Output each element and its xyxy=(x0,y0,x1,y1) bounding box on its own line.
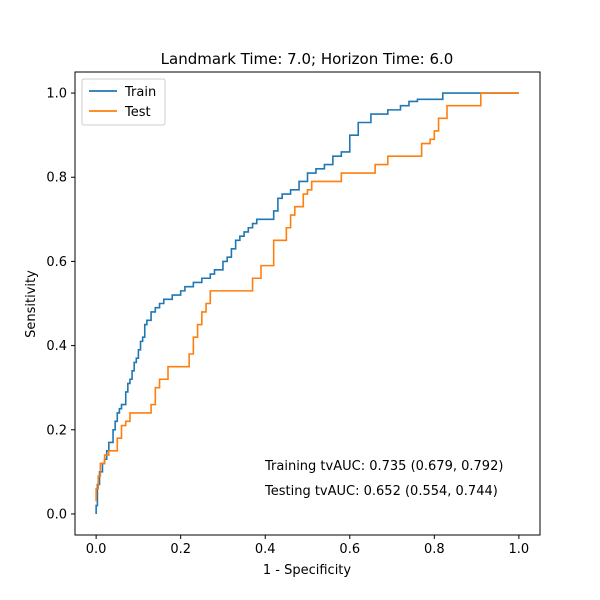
legend: Train Test xyxy=(81,78,166,126)
x-tick-label: 0.4 xyxy=(255,542,276,557)
y-tick-label: 0.0 xyxy=(46,507,67,522)
legend-train-label: Train xyxy=(124,85,156,100)
y-tick-label: 0.2 xyxy=(46,423,67,438)
x-tick-label: 0.2 xyxy=(170,542,191,557)
chart-title: Landmark Time: 7.0; Horizon Time: 6.0 xyxy=(161,50,454,68)
legend-test-label: Test xyxy=(124,105,151,120)
testing-auc-annotation: Testing tvAUC: 0.652 (0.554, 0.744) xyxy=(264,484,498,499)
y-tick-label: 1.0 xyxy=(46,87,67,102)
series-layer xyxy=(95,92,519,514)
y-tick-label: 0.8 xyxy=(46,171,67,186)
x-axis-label: 1 - Specificity xyxy=(263,563,352,578)
series-line-test xyxy=(95,92,519,502)
x-tick-label: 0.6 xyxy=(339,542,360,557)
x-tick-label: 0.0 xyxy=(86,542,107,557)
x-tick-label: 1.0 xyxy=(509,542,530,557)
training-auc-annotation: Training tvAUC: 0.735 (0.679, 0.792) xyxy=(264,459,503,474)
x-axis: 0.0 0.2 0.4 0.6 0.8 1.0 xyxy=(86,535,529,557)
series-line-train xyxy=(95,92,519,514)
y-tick-label: 0.4 xyxy=(46,339,67,354)
y-axis-label: Sensitivity xyxy=(24,270,39,338)
y-axis: 0.0 0.2 0.4 0.6 0.8 1.0 xyxy=(46,87,75,522)
y-tick-label: 0.6 xyxy=(46,255,67,270)
plot-frame xyxy=(74,71,541,536)
plot-area xyxy=(74,71,541,536)
x-tick-label: 0.8 xyxy=(424,542,445,557)
